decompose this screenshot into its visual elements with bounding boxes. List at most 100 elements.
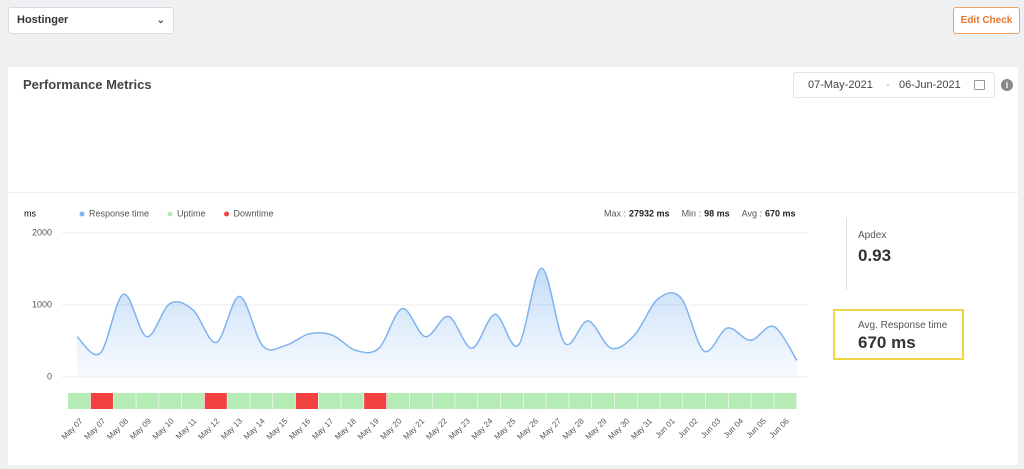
uptime-segment	[181, 393, 205, 409]
y-axis-label: ms	[24, 208, 36, 218]
uptime-segment	[68, 393, 91, 409]
uptime-segment	[523, 393, 546, 409]
x-tick-label: May 15	[265, 416, 290, 441]
legend-label: Downtime	[234, 208, 274, 218]
uptime-segment	[159, 393, 182, 409]
downtime-segment	[90, 393, 113, 409]
x-tick-label: May 20	[379, 416, 404, 441]
uptime-segment	[409, 393, 432, 409]
x-tick-label: Jun 03	[699, 416, 723, 440]
legend-label: Response time	[89, 208, 149, 218]
uptime-segment	[227, 393, 250, 409]
uptime-segment	[683, 393, 706, 409]
x-tick-label: May 17	[310, 416, 335, 441]
stat-label: Avg :	[742, 208, 762, 218]
edit-check-button[interactable]: Edit Check	[953, 7, 1020, 34]
uptime-segment	[614, 393, 637, 409]
apdex-label: Apdex	[858, 230, 887, 241]
x-tick-label: May 26	[515, 416, 540, 441]
x-tick-label: Jun 02	[676, 416, 700, 440]
downtime-segment	[204, 393, 227, 409]
uptime-segment	[341, 393, 364, 409]
legend-label: Uptime	[177, 208, 206, 218]
uptime-segment	[273, 393, 296, 409]
uptime-segment	[774, 393, 797, 409]
x-tick-label: May 07	[60, 416, 85, 441]
chart: ms 0 1000 2000 Response time Uptime Downtime M…	[24, 208, 808, 441]
legend-dot	[224, 211, 230, 217]
stat-value: 670 ms	[765, 208, 796, 218]
date-sep: -	[886, 79, 890, 91]
x-tick-label: Jun 04	[722, 416, 746, 440]
avg-response-box: Avg. Response time 670 ms	[833, 309, 964, 360]
x-tick-label: May 30	[606, 416, 631, 441]
y-tick-label: 2000	[32, 227, 52, 237]
calendar-icon	[974, 80, 985, 90]
stat-value: 98 ms	[704, 208, 730, 218]
x-tick-label: May 22	[424, 416, 449, 441]
x-tick-label: May 11	[174, 416, 199, 441]
x-tick-label: Jun 01	[654, 416, 678, 440]
uptime-segment	[569, 393, 592, 409]
y-tick-label: 0	[47, 371, 52, 381]
downtime-segment	[295, 393, 318, 409]
x-tick-label: May 31	[629, 416, 654, 441]
x-tick-label: May 23	[447, 416, 472, 441]
dropdown-text: Hostinger	[17, 14, 69, 26]
uptime-segment	[591, 393, 615, 409]
downtime-segment	[364, 393, 387, 409]
x-tick-label: May 12	[196, 416, 221, 441]
x-tick-label: May 29	[584, 416, 609, 441]
uptime-segment	[705, 393, 729, 409]
uptime-segment	[386, 393, 410, 409]
date-from: 07-May-2021	[808, 79, 873, 91]
panel-title: Performance Metrics	[23, 77, 152, 92]
uptime-segment	[113, 393, 136, 409]
stat-label: Min :	[682, 208, 702, 218]
legend-dot	[167, 211, 173, 217]
x-tick-label: Jun 05	[745, 416, 769, 440]
uptime-segment	[751, 393, 774, 409]
x-tick-label: May 27	[538, 416, 563, 441]
stat-label: Max :	[604, 208, 626, 218]
date-to: 06-Jun-2021	[899, 79, 961, 91]
stat-value: 27932 ms	[629, 208, 670, 218]
chevron: ⌄	[156, 15, 165, 26]
y-tick-label: 1000	[32, 299, 52, 309]
x-tick-label: May 24	[470, 416, 495, 441]
x-tick-label: May 18	[333, 416, 358, 441]
x-tick-label: May 14	[242, 416, 267, 441]
uptime-segment	[318, 393, 341, 409]
uptime-segment	[250, 393, 273, 409]
x-tick-label: May 28	[561, 416, 586, 441]
x-tick-label: May 13	[219, 416, 244, 441]
uptime-segment	[728, 393, 751, 409]
info-icon[interactable]: i	[1001, 79, 1013, 91]
x-tick-label: May 21	[401, 416, 426, 441]
uptime-segment	[637, 393, 660, 409]
separator	[8, 192, 1018, 193]
apdex-value: 0.93	[858, 246, 892, 265]
uptime-segment	[455, 393, 478, 409]
x-tick-label: May 10	[151, 416, 176, 441]
date-range[interactable]: 07-May-2021 - 06-Jun-2021	[793, 72, 995, 98]
response-area	[77, 268, 797, 377]
avg-response-label: Avg. Response time	[858, 320, 948, 331]
uptime-segment	[660, 393, 683, 409]
legend-dot	[79, 211, 85, 217]
x-tick-label: May 09	[128, 416, 153, 441]
uptime-segment	[478, 393, 501, 409]
x-tick-label: May 19	[356, 416, 381, 441]
x-tick-label: May 07	[82, 416, 107, 441]
uptime-segment	[136, 393, 159, 409]
dropdown[interactable]: Hostinger ⌄	[8, 7, 174, 34]
uptime-segment	[432, 393, 455, 409]
x-tick-label: Jun 06	[767, 416, 791, 440]
apdex-box: Apdex 0.93	[846, 218, 891, 290]
uptime-segment	[546, 393, 569, 409]
uptime-segment	[500, 393, 524, 409]
avg-response-value: 670 ms	[858, 333, 916, 352]
x-tick-label: May 16	[287, 416, 312, 441]
x-tick-label: May 08	[105, 416, 130, 441]
